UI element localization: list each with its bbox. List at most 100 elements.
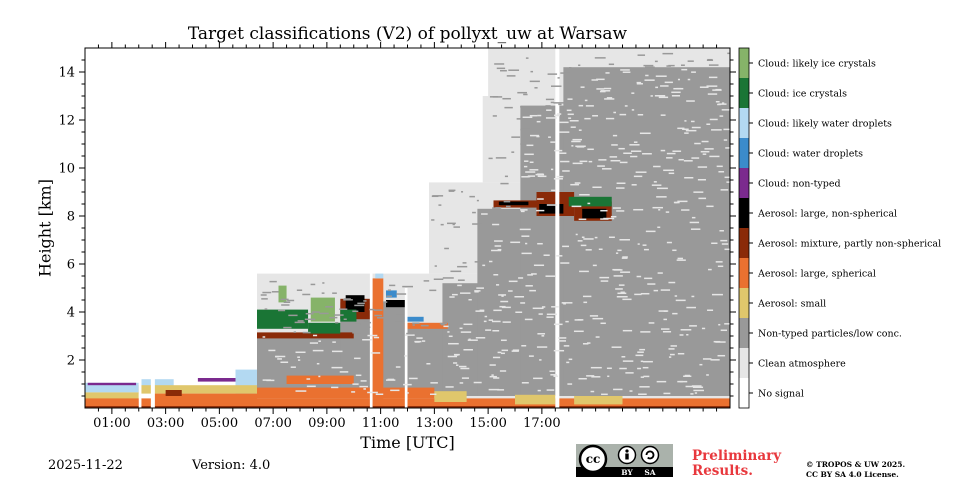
texture-streak — [497, 248, 502, 251]
texture-streak — [475, 310, 485, 312]
texture-streak — [668, 348, 675, 350]
texture-streak — [563, 302, 566, 305]
texture-streak — [668, 356, 672, 358]
texture-streak — [571, 140, 581, 143]
texture-streak — [721, 243, 729, 245]
texture-streak — [717, 265, 724, 268]
texture-streak — [420, 324, 429, 327]
texture-streak — [266, 379, 275, 382]
texture-streak — [511, 151, 515, 153]
class-region-cloud-likely-ice-crystals — [278, 285, 287, 303]
texture-streak — [656, 187, 668, 190]
texture-streak — [543, 254, 550, 256]
colorbar-swatch — [739, 318, 749, 348]
texture-streak — [578, 104, 584, 107]
texture-streak — [354, 323, 361, 325]
texture-streak — [702, 358, 712, 360]
x-axis-label: Time [UTC] — [360, 433, 455, 452]
texture-streak — [457, 279, 465, 281]
texture-streak — [691, 71, 696, 73]
texture-layer — [260, 52, 730, 396]
texture-streak — [500, 352, 505, 355]
texture-streak — [390, 389, 400, 392]
class-region-aerosol-large-non-spherical — [386, 300, 408, 308]
texture-streak — [288, 314, 298, 317]
texture-streak — [521, 252, 532, 255]
texture-streak — [517, 91, 527, 94]
texture-streak — [589, 315, 599, 317]
texture-streak — [310, 283, 316, 286]
texture-streak — [343, 318, 347, 321]
texture-streak — [636, 81, 642, 84]
texture-streak — [402, 285, 413, 288]
cc-license-badge[interactable]: cc BY SA — [576, 444, 673, 477]
texture-streak — [331, 350, 343, 353]
texture-streak — [458, 365, 467, 368]
texture-streak — [521, 345, 527, 347]
texture-streak — [662, 52, 674, 55]
texture-streak — [383, 301, 388, 303]
texture-streak — [587, 148, 594, 151]
texture-streak — [615, 252, 619, 254]
texture-streak — [715, 261, 723, 263]
texture-streak — [553, 102, 564, 104]
texture-streak — [588, 160, 593, 163]
colorbar-label: Cloud: non-typed — [758, 179, 841, 190]
texture-streak — [675, 299, 686, 302]
texture-streak — [718, 103, 727, 105]
texture-streak — [331, 386, 339, 389]
texture-streak — [570, 126, 576, 128]
texture-streak — [601, 393, 608, 396]
texture-streak — [660, 289, 671, 291]
texture-streak — [598, 248, 603, 251]
colorbar-label: Cloud: likely ice crystals — [758, 59, 876, 70]
texture-streak — [515, 311, 523, 314]
texture-streak — [633, 141, 638, 143]
colorbar-label: Aerosol: large, spherical — [757, 269, 876, 280]
texture-streak — [550, 141, 556, 143]
texture-streak — [463, 349, 473, 351]
texture-streak — [367, 334, 378, 337]
colorbar-label: Cloud: ice crystals — [758, 89, 847, 100]
class-region-aerosol-mixture-partly-non-spherical — [257, 332, 354, 339]
texture-streak — [429, 393, 437, 396]
texture-streak — [658, 96, 669, 99]
texture-streak — [357, 302, 365, 305]
texture-streak — [455, 364, 459, 366]
texture-streak — [637, 54, 646, 56]
texture-streak — [318, 375, 321, 378]
texture-streak — [332, 292, 337, 294]
texture-streak — [527, 274, 533, 276]
texture-streak — [619, 113, 627, 116]
texture-streak — [566, 361, 570, 364]
x-tick-label: 17:00 — [523, 416, 560, 431]
texture-streak — [460, 292, 471, 294]
texture-streak — [434, 265, 437, 267]
texture-streak — [643, 248, 649, 251]
texture-streak — [496, 67, 506, 70]
texture-streak — [704, 148, 714, 150]
texture-streak — [442, 277, 454, 279]
texture-streak — [591, 79, 598, 81]
texture-streak — [579, 160, 588, 163]
texture-streak — [650, 95, 653, 97]
texture-streak — [524, 153, 534, 156]
texture-streak — [508, 290, 513, 292]
class-region-cloud-likely-water-droplets — [85, 382, 139, 393]
texture-streak — [520, 128, 531, 131]
texture-streak — [584, 99, 588, 102]
texture-streak — [352, 310, 359, 313]
texture-streak — [536, 135, 540, 138]
texture-streak — [725, 147, 730, 149]
texture-streak — [612, 134, 618, 137]
texture-streak — [622, 71, 631, 73]
texture-streak — [297, 320, 304, 322]
texture-streak — [514, 295, 525, 298]
texture-streak — [583, 301, 588, 304]
texture-streak — [453, 362, 458, 364]
texture-streak — [720, 329, 728, 332]
colorbar-swatch — [739, 378, 749, 408]
texture-streak — [531, 273, 537, 275]
texture-streak — [629, 390, 633, 392]
texture-streak — [529, 161, 534, 164]
